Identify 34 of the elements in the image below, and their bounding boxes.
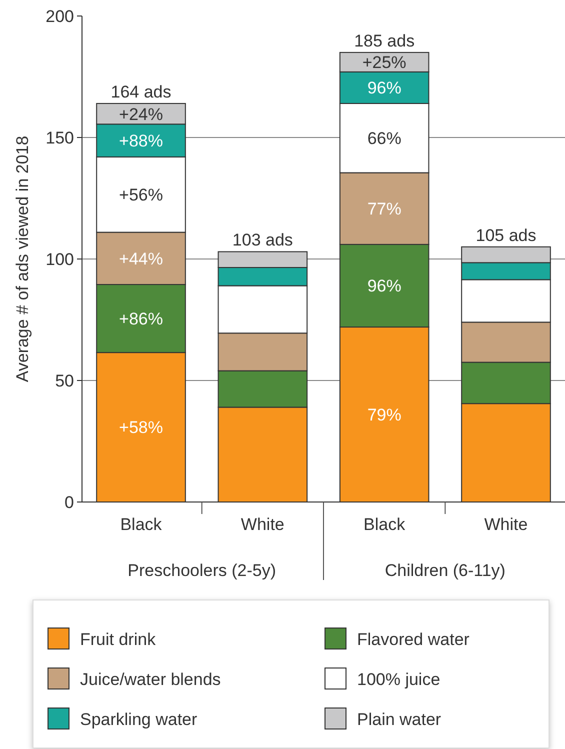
- legend-label: Flavored water: [357, 630, 470, 649]
- annotation: +86%: [119, 309, 163, 328]
- total-label: 185 ads: [354, 31, 415, 50]
- y-tick-label: 150: [46, 128, 74, 148]
- annotation: +88%: [119, 131, 163, 150]
- total-label: 105 ads: [476, 226, 536, 245]
- y-tick-label: 0: [64, 492, 74, 512]
- annotation: +44%: [119, 249, 163, 268]
- legend-label: Fruit drink: [80, 630, 156, 649]
- annotation: 96%: [367, 276, 402, 296]
- y-tick-label: 100: [46, 250, 74, 269]
- x-tick-label: White: [484, 515, 528, 534]
- legend-label: Juice/water blends: [80, 670, 221, 689]
- total-label: 103 ads: [232, 230, 293, 250]
- annotation: +58%: [119, 418, 163, 438]
- annotation: 96%: [367, 78, 402, 98]
- annotation: +24%: [119, 104, 163, 124]
- x-tick-label: White: [240, 515, 284, 534]
- annotation: 77%: [367, 200, 402, 219]
- y-tick-label: 50: [55, 371, 74, 390]
- legend-label: 100% juice: [357, 670, 440, 689]
- annotation: 79%: [367, 405, 402, 424]
- annotation: +56%: [119, 186, 163, 205]
- annotation: +25%: [362, 53, 406, 72]
- y-axis-title: Average # of ads viewed in 2018: [13, 136, 32, 382]
- text: Children (6-11y): [384, 561, 506, 580]
- x-tick-label: Black: [364, 515, 406, 534]
- legend-label: Plain water: [357, 710, 442, 729]
- y-tick-label: 200: [46, 6, 74, 26]
- legend-label: Sparkling water: [80, 710, 198, 729]
- text: Preschoolers (2-5y): [128, 561, 276, 580]
- total-label: 164 ads: [110, 82, 172, 102]
- x-tick-label: Black: [120, 515, 162, 534]
- annotation: 66%: [367, 129, 402, 148]
